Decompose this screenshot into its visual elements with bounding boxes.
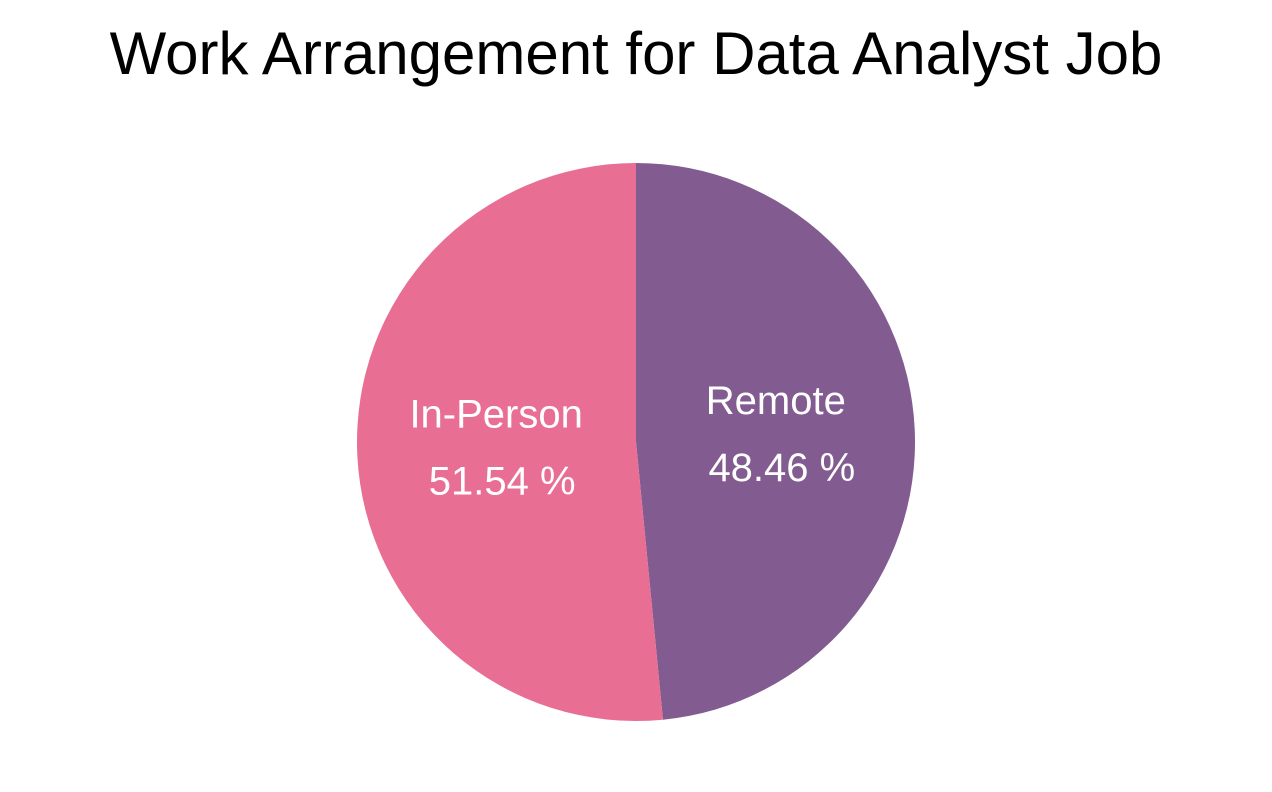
slice-value-label: 48.46 % — [708, 446, 855, 490]
slice-label: In-Person — [409, 392, 582, 436]
chart-title: Work Arrangement for Data Analyst Job — [110, 20, 1163, 87]
slice-label: Remote — [706, 379, 846, 423]
slice-value-label: 51.54 % — [429, 459, 576, 503]
pie-slice — [636, 163, 915, 720]
pie-slice — [356, 163, 663, 722]
